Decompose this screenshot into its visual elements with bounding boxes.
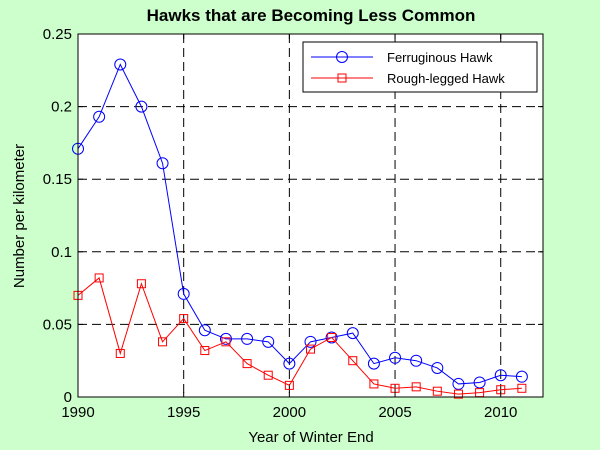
data-point [325, 331, 338, 344]
x-tick-label: 2000 [273, 404, 306, 421]
data-point [452, 377, 465, 390]
data-point [136, 279, 146, 289]
data-point [410, 354, 423, 367]
data-point [156, 157, 169, 170]
x-tick-label: 1995 [167, 404, 200, 421]
y-tick-label: 0.2 [51, 99, 72, 116]
x-tick-label: 1990 [61, 404, 94, 421]
data-point [221, 337, 231, 347]
data-point [135, 100, 148, 113]
plot-frame [77, 33, 544, 398]
data-point [283, 357, 296, 370]
data-point [348, 356, 358, 366]
legend-box [302, 41, 538, 93]
series-line [77, 277, 522, 395]
data-point [473, 376, 486, 389]
data-point [158, 337, 168, 347]
data-point [263, 370, 273, 380]
x-tick-label: 2010 [484, 404, 517, 421]
data-point [346, 327, 359, 340]
data-point [367, 357, 380, 370]
y-tick-label: 0 [64, 389, 72, 406]
data-point [219, 332, 232, 345]
data-point [179, 314, 189, 324]
data-point [327, 332, 337, 342]
y-tick-label: 0.1 [51, 244, 72, 261]
data-point [431, 361, 444, 374]
y-tick-label: 0.05 [43, 316, 72, 333]
y-tick-label: 0.25 [43, 26, 72, 43]
data-point [115, 348, 125, 358]
data-point [242, 359, 252, 369]
data-point [198, 324, 211, 337]
data-series [72, 58, 528, 399]
chart-title: Hawks that are Becoming Less Common [147, 6, 476, 25]
y-axis-label: Number per kilometer [11, 144, 28, 288]
data-point [517, 383, 527, 393]
x-tick-label: 2005 [378, 404, 411, 421]
legend-entry: Ferruginous Hawk [311, 50, 493, 65]
data-point [494, 369, 507, 382]
legend-marker [337, 73, 347, 83]
series-circle [72, 58, 528, 390]
data-point [306, 344, 315, 354]
legend-entry: Rough-legged Hawk [311, 71, 505, 86]
data-point [369, 379, 379, 389]
data-point [93, 110, 106, 123]
y-tick-label: 0.15 [43, 171, 72, 188]
data-point [515, 370, 528, 383]
data-point [432, 386, 442, 396]
data-point [94, 273, 104, 283]
series-line [77, 63, 522, 385]
grid-lines [78, 34, 543, 397]
data-point [304, 335, 317, 348]
axis-ticks: 1990 1995 2000 2005 2010 0 0.05 0.1 0.15 0.2 0.25 [43, 26, 543, 421]
data-point [453, 389, 463, 399]
data-point [177, 287, 190, 300]
data-point [284, 380, 294, 390]
legend-label: Ferruginous Hawk [387, 50, 493, 65]
data-point [241, 332, 254, 345]
x-axis-label: Year of Winter End [248, 429, 373, 446]
legend: Ferruginous Hawk Rough-legged Hawk [302, 41, 538, 93]
data-point [262, 335, 275, 348]
legend-marker [336, 51, 348, 63]
data-point [200, 346, 210, 356]
data-point [389, 351, 402, 364]
data-point [114, 58, 127, 71]
legend-label: Rough-legged Hawk [387, 71, 505, 86]
data-point [411, 382, 421, 392]
